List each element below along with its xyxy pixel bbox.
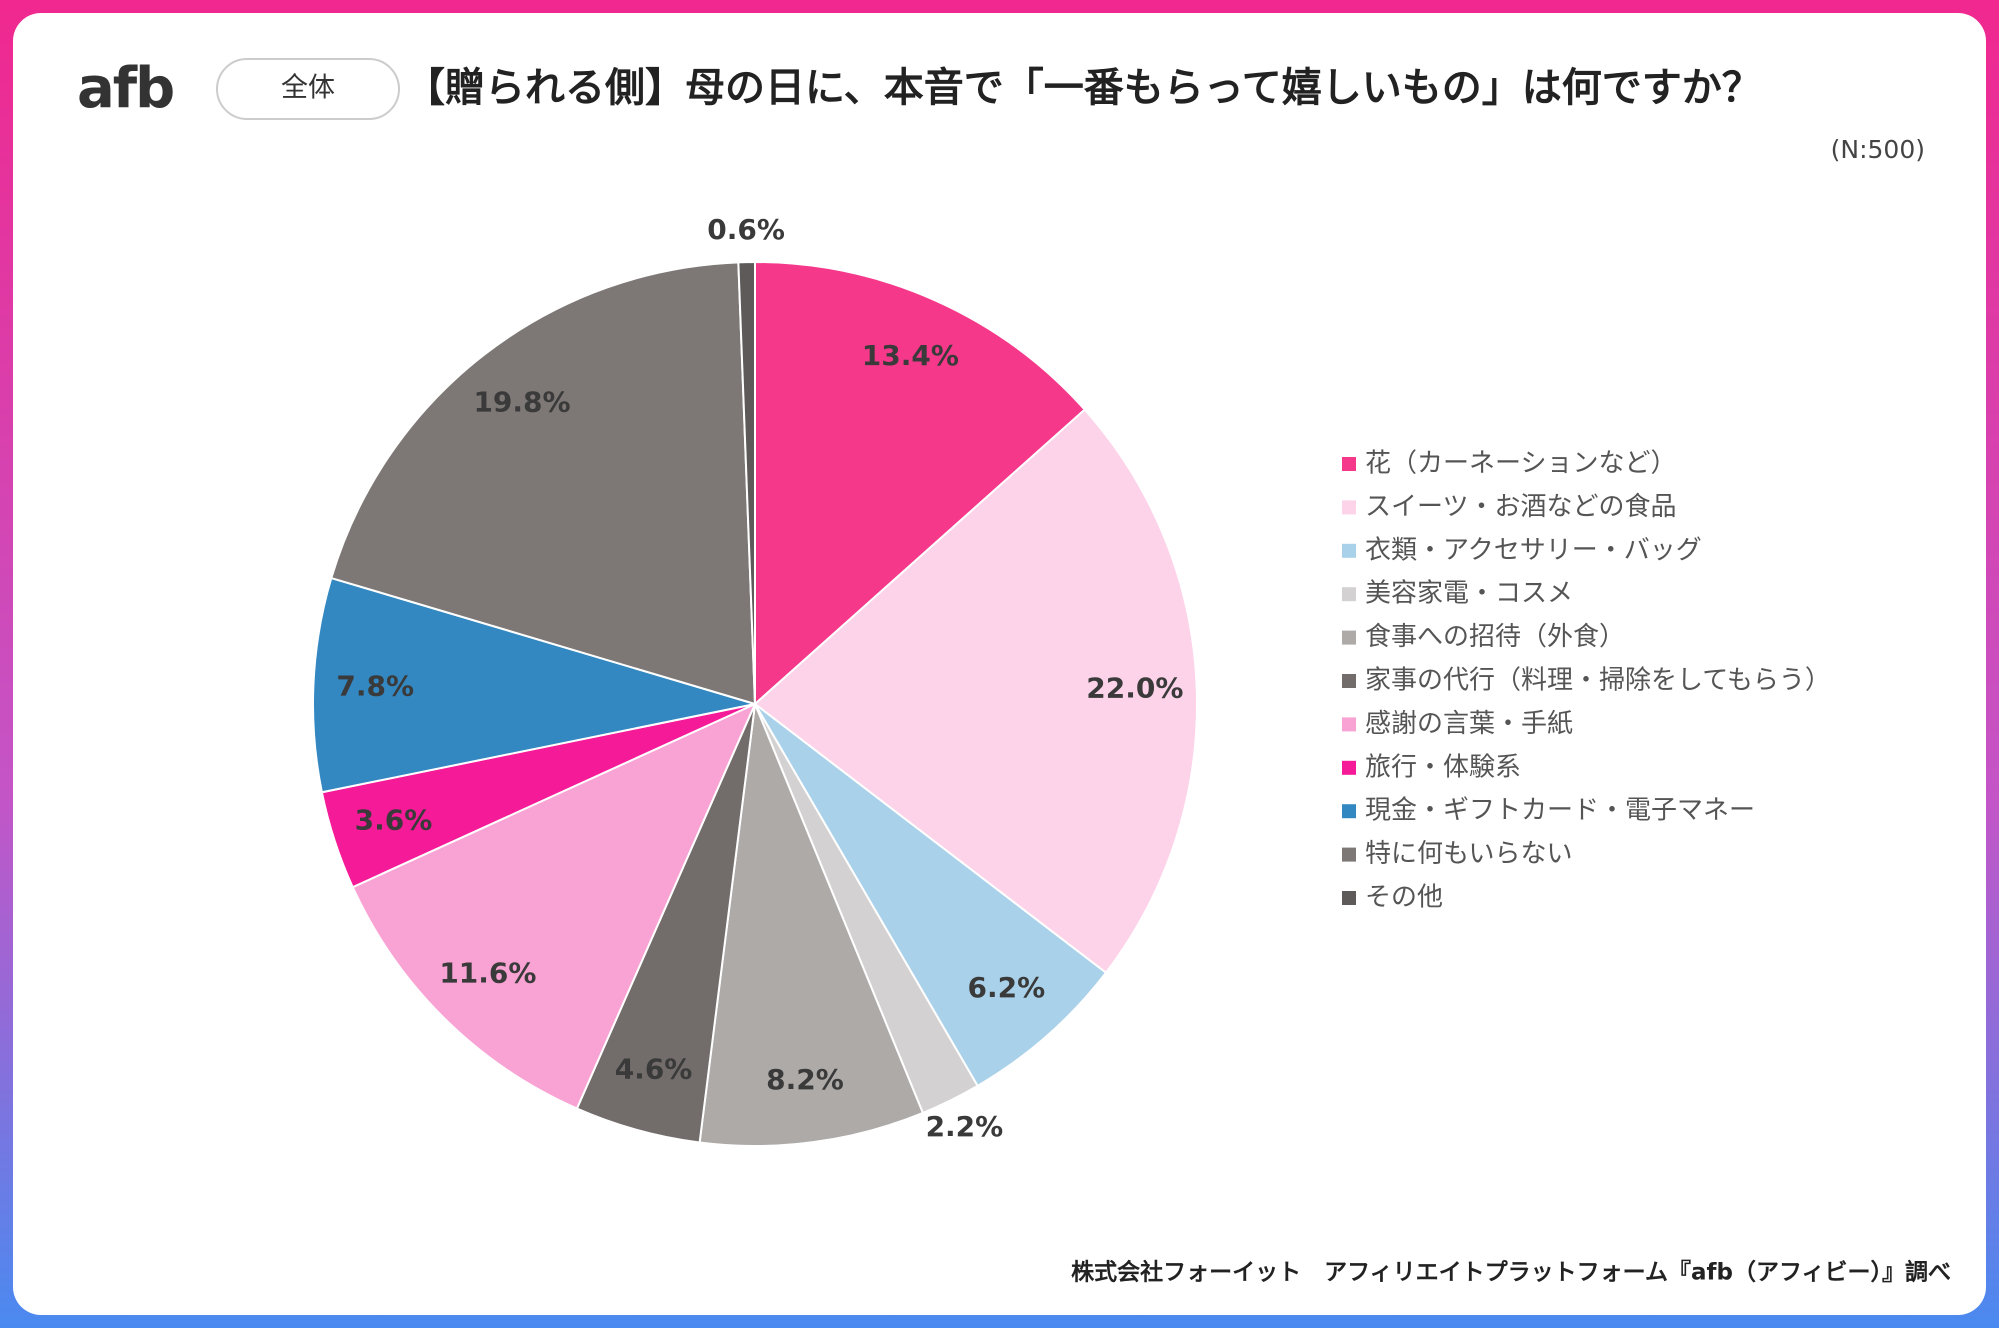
source: 株式会社フォーイット アフィリエイトプラットフォーム『afb（アフィビー）』調べ [1071, 1259, 1951, 1286]
legend-swatch [1342, 543, 1356, 558]
legend-label: 花（カーネーションなど） [1365, 449, 1676, 479]
value-label: 8.2% [766, 1063, 844, 1096]
legend-swatch [1342, 847, 1356, 862]
value-label: 0.6% [707, 213, 785, 246]
pie-slice [754, 260, 1087, 707]
legend-swatch [1342, 630, 1356, 645]
value-label: 4.6% [615, 1052, 693, 1085]
pie-slice [330, 261, 757, 706]
pie-slice [351, 702, 757, 1110]
legend-swatch [1342, 717, 1356, 732]
tag: 全体 [281, 73, 335, 104]
pie-slice [698, 700, 925, 1147]
legend-swatch [1342, 500, 1356, 515]
legend-label: スイーツ・お酒などの食品 [1365, 492, 1676, 522]
legend-label: 家事の代行（料理・掃除をしてもらう） [1365, 666, 1831, 696]
value-label: 3.6% [355, 803, 433, 836]
pie-slice [753, 408, 1198, 975]
value-label: 11.6% [439, 956, 536, 989]
legend-label: 現金・ギフトカード・電子マネー [1365, 796, 1755, 826]
logo: afb [77, 56, 173, 121]
value-label: 2.2% [926, 1110, 1004, 1143]
value-label: 22.0% [1086, 672, 1183, 705]
pie-slice [754, 703, 1108, 1088]
legend-label: 感謝の言葉・手紙 [1365, 709, 1573, 739]
legend-swatch [1342, 891, 1356, 905]
legend-label: 旅行・体験系 [1365, 752, 1521, 782]
legend-label: その他 [1365, 883, 1443, 913]
subtitle: (N:500) [1831, 135, 1925, 164]
value-label: 19.8% [473, 386, 570, 419]
value-label: 13.4% [862, 339, 959, 372]
legend-swatch [1342, 804, 1356, 819]
value-label: 6.2% [968, 971, 1046, 1004]
pie-slice [737, 260, 756, 705]
legend-label: 美容家電・コスメ [1365, 579, 1573, 609]
tag-pill [216, 58, 400, 120]
legend-swatch [1342, 674, 1356, 688]
pie-slice [312, 576, 756, 794]
legend-label: 衣類・アクセサリー・バッグ [1365, 535, 1702, 565]
legend-label: 食事への招待（外食） [1365, 622, 1625, 652]
value-label: 7.8% [336, 669, 414, 702]
legend-swatch [1342, 587, 1356, 602]
legend-swatch [1342, 760, 1356, 775]
legend-label: 特に何もいらない [1365, 839, 1572, 869]
legend-swatch [1342, 457, 1356, 471]
chart-title: 【贈られる側】母の日に、本音で「一番もらって嬉しいもの」は何ですか？ [405, 65, 1762, 111]
